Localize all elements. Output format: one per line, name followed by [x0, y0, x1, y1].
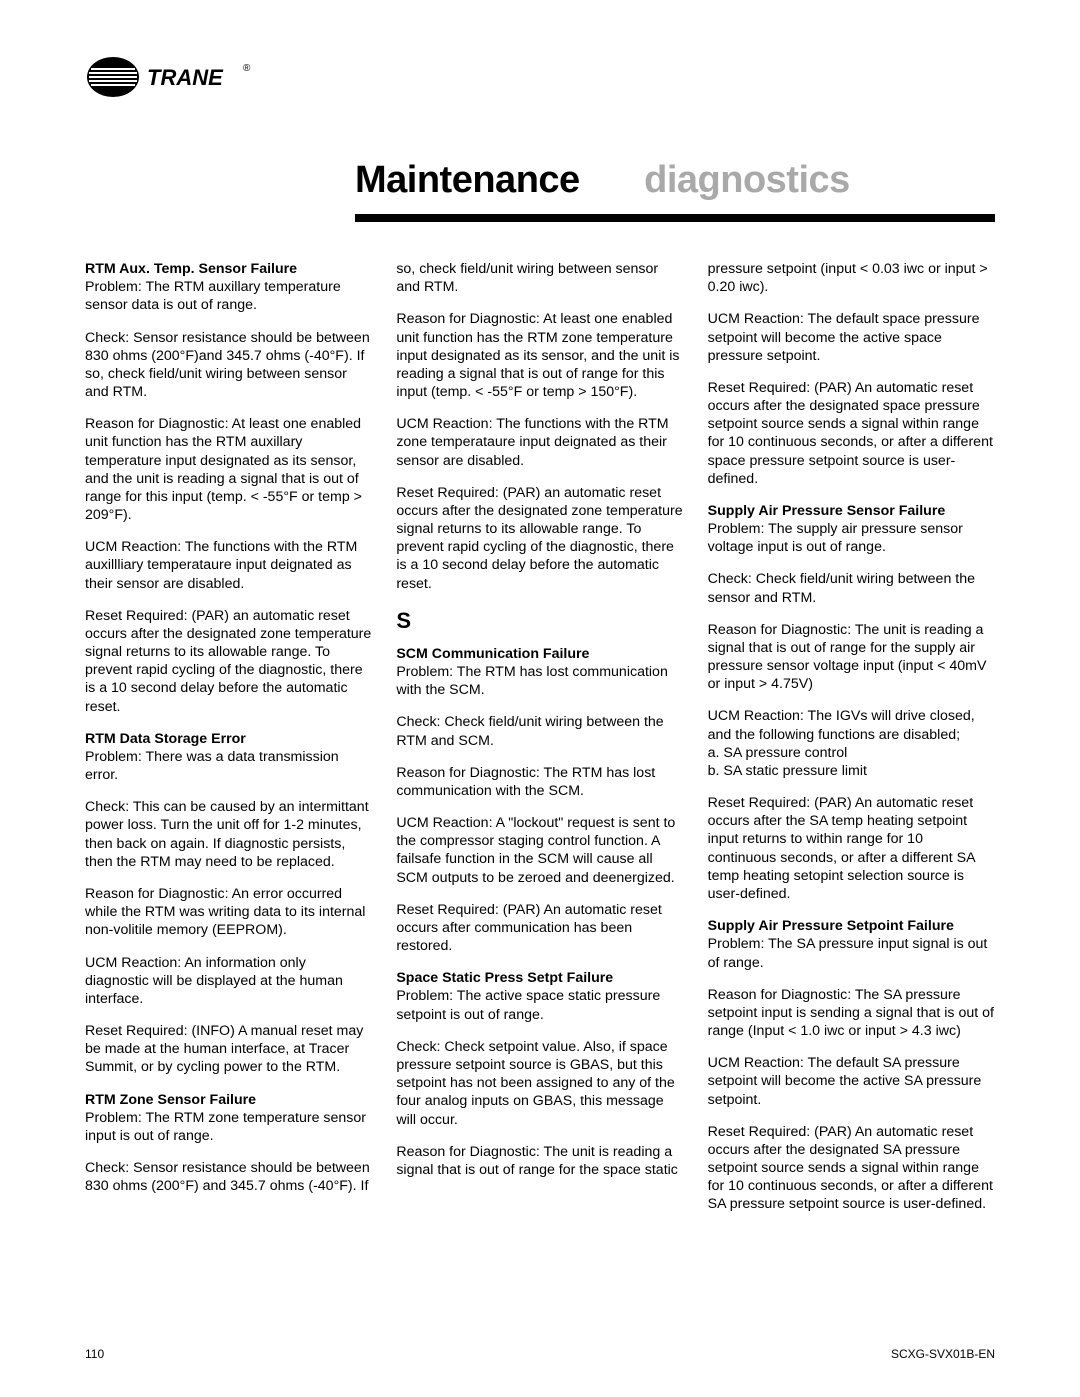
- diagnostic-paragraph: Reset Required: (PAR) An automatic reset…: [708, 794, 995, 903]
- diagnostic-paragraph: Reason for Diagnostic: The unit is readi…: [708, 621, 995, 694]
- diagnostic-paragraph: Problem: The SA pressure input signal is…: [708, 935, 995, 971]
- diagnostic-paragraph: UCM Reaction: The functions with the RTM…: [85, 538, 372, 593]
- diagnostic-heading: Space Static Press Setpt Failure: [396, 969, 683, 987]
- diagnostic-entry: RTM Data Storage ErrorProblem: There was…: [85, 730, 372, 785]
- diagnostic-paragraph: Reset Required: (INFO) A manual reset ma…: [85, 1022, 372, 1077]
- diagnostic-paragraph: Check: Check field/unit wiring between t…: [708, 570, 995, 606]
- diagnostic-heading: Supply Air Pressure Setpoint Failure: [708, 917, 995, 935]
- diagnostic-paragraph: Problem: The RTM has lost communication …: [396, 663, 683, 699]
- diagnostic-entry: Space Static Press Setpt FailureProblem:…: [396, 969, 683, 1024]
- svg-text:®: ®: [243, 63, 251, 74]
- diagnostic-paragraph: Problem: There was a data transmission e…: [85, 748, 372, 784]
- page-title-row: Maintenance diagnostics: [85, 159, 995, 202]
- diagnostic-paragraph: Check: Sensor resistance should be betwe…: [85, 329, 372, 402]
- diagnostic-paragraph: Reason for Diagnostic: An error occurred…: [85, 885, 372, 940]
- body-columns: RTM Aux. Temp. Sensor FailureProblem: Th…: [85, 260, 995, 1214]
- diagnostic-paragraph: Problem: The active space static pressur…: [396, 987, 683, 1023]
- page-number: 110: [85, 1347, 104, 1361]
- diagnostic-paragraph: UCM Reaction: The functions with the RTM…: [396, 415, 683, 470]
- title-rule: [355, 214, 995, 222]
- doc-id: SCXG-SVX01B-EN: [891, 1347, 995, 1361]
- diagnostic-paragraph: UCM Reaction: The default SA pressure se…: [708, 1054, 995, 1109]
- diagnostic-paragraph: UCM Reaction: An information only diagno…: [85, 954, 372, 1009]
- diagnostic-entry: SCM Communication FailureProblem: The RT…: [396, 645, 683, 700]
- page-footer: 110 SCXG-SVX01B-EN: [85, 1347, 995, 1361]
- diagnostic-paragraph: UCM Reaction: A "lockout" request is sen…: [396, 814, 683, 887]
- diagnostic-heading: RTM Aux. Temp. Sensor Failure: [85, 260, 372, 278]
- diagnostic-entry: Supply Air Pressure Setpoint FailureProb…: [708, 917, 995, 972]
- diagnostic-entry: RTM Zone Sensor FailureProblem: The RTM …: [85, 1091, 372, 1146]
- diagnostic-paragraph: UCM Reaction: The default space pressure…: [708, 310, 995, 365]
- page-title-sub: diagnostics: [644, 159, 850, 201]
- diagnostic-heading: Supply Air Pressure Sensor Failure: [708, 502, 995, 520]
- page-title-main: Maintenance: [355, 159, 580, 201]
- diagnostic-paragraph: Reset Required: (PAR) an automatic reset…: [85, 607, 372, 716]
- diagnostic-paragraph: Check: This can be caused by an intermit…: [85, 798, 372, 871]
- diagnostic-paragraph: Problem: The supply air pressure sensor …: [708, 520, 995, 556]
- diagnostic-heading: RTM Zone Sensor Failure: [85, 1091, 372, 1109]
- diagnostic-paragraph: Reason for Diagnostic: The RTM has lost …: [396, 764, 683, 800]
- diagnostic-paragraph: Reset Required: (PAR) an automatic reset…: [396, 484, 683, 593]
- diagnostic-paragraph: Problem: The RTM auxillary temperature s…: [85, 278, 372, 314]
- brand-logo: TRANE ®: [85, 55, 995, 99]
- diagnostic-paragraph: Check: Check setpoint value. Also, if sp…: [396, 1038, 683, 1129]
- diagnostic-paragraph: Reset Required: (PAR) An automatic reset…: [708, 379, 995, 488]
- diagnostic-paragraph: Problem: The RTM zone temperature sensor…: [85, 1109, 372, 1145]
- diagnostic-paragraph: UCM Reaction: The IGVs will drive closed…: [708, 707, 995, 780]
- diagnostic-paragraph: Reason for Diagnostic: The SA pressure s…: [708, 986, 995, 1041]
- diagnostic-entry: Supply Air Pressure Sensor FailureProble…: [708, 502, 995, 557]
- diagnostic-paragraph: Check: Check field/unit wiring between t…: [396, 713, 683, 749]
- diagnostic-paragraph: Reason for Diagnostic: At least one enab…: [396, 310, 683, 401]
- svg-text:TRANE: TRANE: [147, 65, 224, 90]
- diagnostic-heading: RTM Data Storage Error: [85, 730, 372, 748]
- diagnostic-heading: SCM Communication Failure: [396, 645, 683, 663]
- diagnostic-paragraph: Reason for Diagnostic: At least one enab…: [85, 415, 372, 524]
- section-letter: S: [396, 607, 683, 635]
- diagnostic-entry: RTM Aux. Temp. Sensor FailureProblem: Th…: [85, 260, 372, 315]
- diagnostic-paragraph: Reset Required: (PAR) An automatic reset…: [396, 901, 683, 956]
- diagnostic-paragraph: Reset Required: (PAR) An automatic reset…: [708, 1123, 995, 1214]
